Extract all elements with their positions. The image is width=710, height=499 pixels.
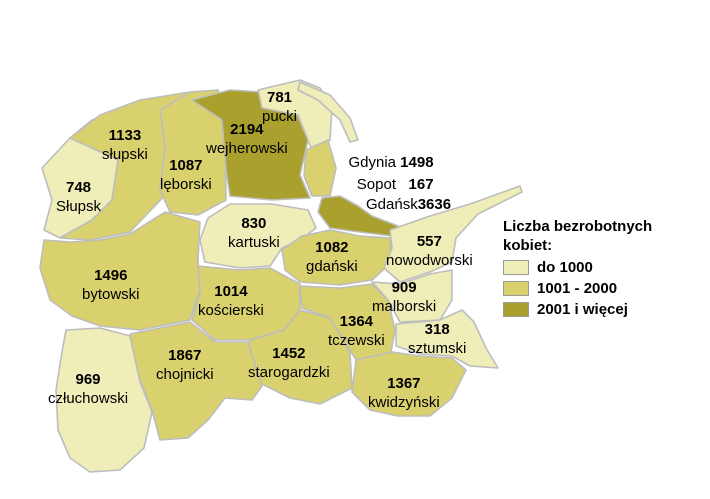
label-kartuski: 830 kartuski <box>228 214 280 252</box>
name: bytowski <box>82 286 140 303</box>
region-leborski <box>159 89 227 216</box>
value: 1364 <box>339 313 374 330</box>
city-value: 167 <box>408 176 434 193</box>
name: sztumski <box>408 340 467 357</box>
region-malborski <box>371 269 453 323</box>
name: człuchowski <box>48 390 129 407</box>
name: Słupsk <box>56 198 102 215</box>
label-leborski: 1087 lęborski <box>160 156 212 194</box>
city-value: 3636 <box>417 196 452 213</box>
value: 1452 <box>272 345 306 362</box>
label-pucki: 781 pucki <box>262 88 297 126</box>
value: 830 <box>241 215 267 232</box>
name: nowodworski <box>386 252 473 269</box>
value: 557 <box>416 233 442 250</box>
label-slupski: 1133 słupski <box>102 126 148 164</box>
legend-item-low: do 1000 <box>503 259 703 276</box>
hel-peninsula <box>297 81 359 143</box>
name: gdański <box>306 258 358 275</box>
legend-label-mid: 1001 - 2000 <box>537 280 618 297</box>
label-bytowski: 1496 bytowski <box>82 266 140 304</box>
region-kwidzynski <box>351 351 467 417</box>
name: starogardzki <box>248 364 330 381</box>
name: kwidzyński <box>368 394 440 411</box>
legend-title-line1: Liczba bezrobotnych <box>503 218 653 235</box>
value: 909 <box>391 279 417 296</box>
city-name: Gdynia <box>348 154 396 171</box>
name: kościerski <box>198 302 264 319</box>
value: 969 <box>75 371 101 388</box>
name: lęborski <box>160 176 212 193</box>
value: 1082 <box>315 239 349 256</box>
value: 748 <box>66 179 92 196</box>
label-nowodworski: 557 nowodworski <box>386 232 473 270</box>
region-sztumski <box>395 309 499 369</box>
label-city-gdynia: Gdynia 1498 <box>334 154 434 172</box>
value: 1133 <box>108 127 142 144</box>
region-czluchowski <box>55 327 153 473</box>
name: tczewski <box>328 332 385 349</box>
city-name: Gdańsk <box>366 196 418 213</box>
region-slupski <box>59 91 196 241</box>
value: 1087 <box>169 157 203 174</box>
name: słupski <box>102 146 148 163</box>
label-kwidzynski: 1367 kwidzyński <box>368 374 440 412</box>
label-koscierski: 1014 kościerski <box>198 282 264 320</box>
city-value: 1498 <box>400 154 434 171</box>
legend-swatch-mid <box>503 281 529 296</box>
label-malborski: 909 malborski <box>372 278 436 316</box>
label-city-gdansk: Gdańsk3636 <box>366 196 451 214</box>
label-slupsk: 748 Słupsk <box>56 178 101 216</box>
value: 1867 <box>168 347 202 364</box>
name: kartuski <box>228 234 280 251</box>
value: 781 <box>267 89 293 106</box>
legend-label-high: 2001 i więcej <box>537 301 628 318</box>
label-czluchowski: 969 człuchowski <box>48 370 128 408</box>
value: 1496 <box>94 267 128 284</box>
name: wejherowski <box>206 140 288 157</box>
label-sztumski: 318 sztumski <box>408 320 466 358</box>
city-name: Sopot <box>356 176 396 193</box>
legend-item-mid: 1001 - 2000 <box>503 280 703 297</box>
county-shapes <box>39 79 523 473</box>
region-tczewski <box>299 283 396 361</box>
value: 2194 <box>230 121 264 138</box>
value: 1367 <box>387 375 421 392</box>
value: 318 <box>424 321 450 338</box>
legend-swatch-low <box>503 260 529 275</box>
label-gdanski: 1082 gdański <box>306 238 358 276</box>
value: 1014 <box>214 283 248 300</box>
name: malborski <box>372 298 437 315</box>
legend-swatch-high <box>503 302 529 317</box>
label-city-sopot: Sopot 167 <box>334 176 434 194</box>
label-tczewski: 1364 tczewski <box>328 312 385 350</box>
legend-label-low: do 1000 <box>537 259 593 276</box>
region-gdynia <box>303 139 337 197</box>
label-starogardzki: 1452 starogardzki <box>248 344 330 382</box>
legend-title-line2: kobiet: <box>503 237 553 254</box>
name: chojnicki <box>156 366 214 383</box>
legend: Liczba bezrobotnych kobiet: do 1000 1001… <box>503 217 703 318</box>
legend-item-high: 2001 i więcej <box>503 301 703 318</box>
label-wejherowski: 2194 wejherowski <box>206 120 288 158</box>
name: pucki <box>262 108 298 125</box>
region-nowodworski <box>383 185 523 283</box>
label-chojnicki: 1867 chojnicki <box>156 346 214 384</box>
